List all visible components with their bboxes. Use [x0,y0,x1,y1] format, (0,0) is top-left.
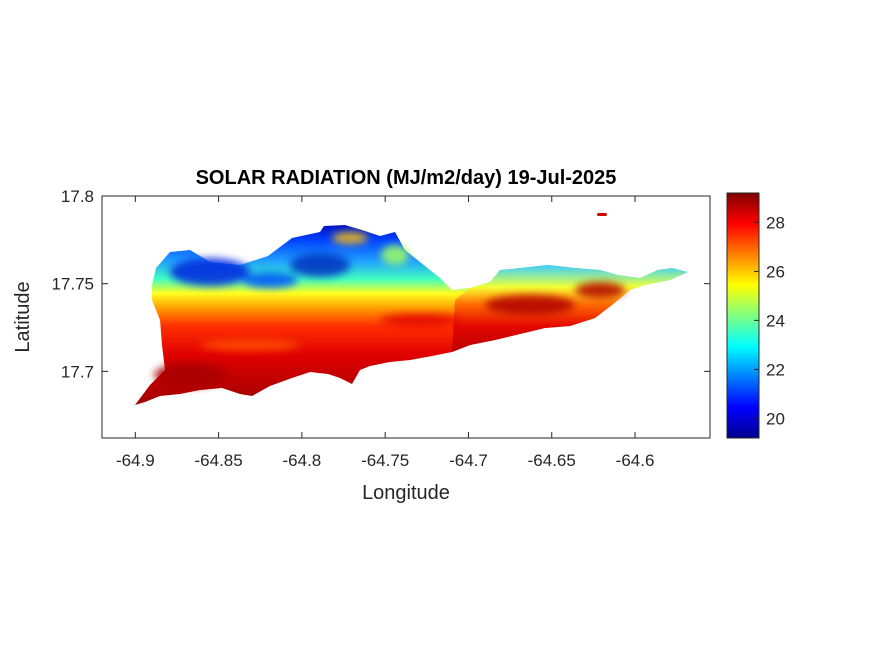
y-tick-label: 17.7 [61,362,94,381]
colorbar-ticks: 20 22 24 26 28 [754,213,785,428]
x-tick-label: -64.8 [283,451,322,470]
y-tick-label: 17.8 [61,187,94,206]
x-axis: -64.9 -64.85 -64.8 -64.75 -64.7 -64.65 -64.6 [116,196,654,470]
x-tick-label: -64.75 [361,451,409,470]
colorbar-tick-label: 22 [766,360,785,379]
x-axis-label: Longitude [362,482,450,504]
chart-title: SOLAR RADIATION (MJ/m2/day) 19-Jul-2025 [196,167,617,189]
x-tick-label: -64.9 [116,451,155,470]
colorbar: 20 22 24 26 28 [726,192,785,439]
island-heatmap [135,213,688,405]
colorbar-tick-label: 24 [766,311,785,330]
x-tick-label: -64.6 [616,451,655,470]
colorbar-gradient [726,192,760,439]
y-tick-label: 17.75 [51,275,94,294]
x-tick-label: -64.65 [528,451,576,470]
colorbar-tick-label: 20 [766,409,785,428]
colorbar-tick-label: 26 [766,262,785,281]
y-axis: 17.8 17.75 17.7 [51,187,710,381]
y-axis-label: Latitude [12,281,34,352]
islet [597,213,607,216]
x-tick-label: -64.7 [449,451,488,470]
colorbar-tick-label: 28 [766,213,785,232]
x-tick-label: -64.85 [195,451,243,470]
